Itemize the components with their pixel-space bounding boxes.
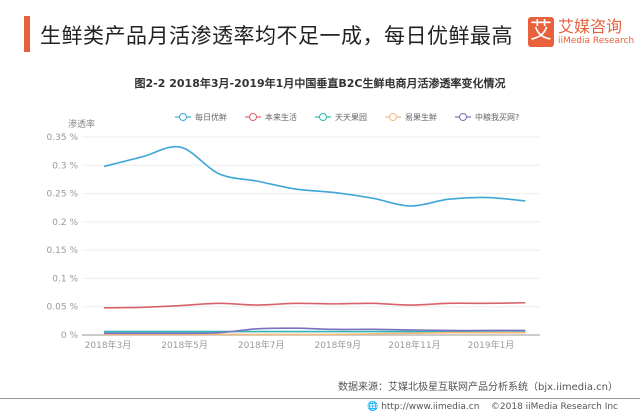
y-tick-label: 0.05 %	[47, 303, 79, 313]
x-tick-label: 2018年7月	[238, 339, 285, 351]
x-tick-label: 2018年9月	[314, 339, 361, 351]
y-tick-label: 0.15 %	[47, 246, 79, 256]
y-axis-label: 渗透率	[68, 118, 95, 130]
series-line	[103, 145, 526, 207]
legend-label[interactable]: 天天果园	[335, 113, 367, 122]
series-line	[104, 331, 526, 336]
legend-label[interactable]: 易果生鲜	[405, 112, 437, 122]
footer: 🌐 http://www.iimedia.cn ©2018 iiMedia Re…	[367, 402, 618, 412]
legend-label[interactable]: 中粮我买网?	[475, 112, 519, 122]
chart-title: 图2-2 2018年3月-2019年1月中国垂直B2C生鲜电商月活渗透率变化情况	[134, 77, 506, 90]
series-line	[103, 327, 526, 335]
legend-marker	[459, 113, 467, 121]
logo-mark: 艾	[528, 17, 554, 47]
x-tick-label: 2019年1月	[468, 339, 515, 351]
legend-marker	[319, 113, 327, 121]
legend-marker	[179, 113, 187, 121]
y-tick-label: 0.3 %	[52, 161, 78, 171]
globe-icon: 🌐	[367, 402, 379, 412]
page-title: 生鲜类产品月活渗透率均不足一成，每日优鲜最高	[40, 24, 513, 48]
y-tick-label: 0.1 %	[52, 274, 78, 284]
logo-cn: 艾媒咨询	[558, 17, 623, 36]
y-tick-label: 0.35 %	[47, 133, 79, 143]
title-accent-bar	[24, 16, 30, 52]
legend-label[interactable]: 本来生活	[265, 112, 297, 122]
x-tick-label: 2018年5月	[161, 339, 208, 351]
divider	[0, 398, 640, 399]
y-tick-label: 0.2 %	[52, 218, 78, 228]
x-tick-label: 2018年11月	[388, 339, 440, 351]
logo-en: iiMedia Research	[558, 36, 635, 46]
x-tick-label: 2018年3月	[85, 339, 132, 351]
y-tick-label: 0.25 %	[47, 190, 79, 200]
footer-url[interactable]: http://www.iimedia.cn	[381, 402, 480, 412]
series-line	[103, 301, 526, 309]
series-line	[104, 330, 526, 333]
legend-marker	[389, 113, 397, 121]
copyright: ©2018 iiMedia Research Inc	[490, 402, 618, 412]
logo: 艾 艾媒咨询 iiMedia Research	[528, 17, 634, 47]
y-tick-label: 0 %	[61, 331, 79, 341]
legend-marker	[249, 113, 257, 121]
data-source: 数据来源：艾媒北极星互联网产品分析系统（bjx.iimedia.cn）	[338, 382, 618, 393]
legend-label[interactable]: 每日优鲜	[195, 112, 227, 122]
